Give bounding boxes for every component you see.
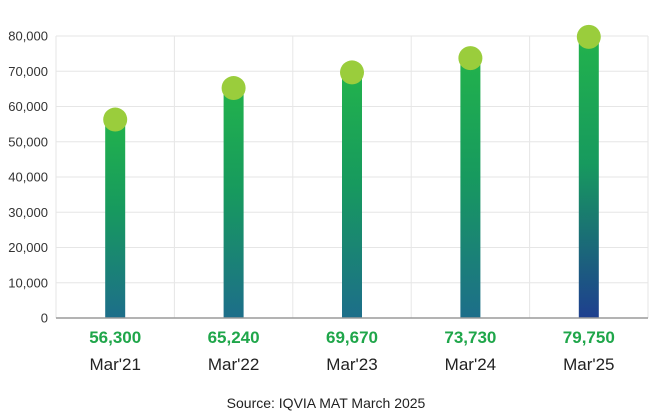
- bar: [460, 58, 481, 319]
- category-label: Mar'25: [563, 355, 614, 374]
- bar: [578, 36, 599, 318]
- bar: [223, 88, 244, 319]
- y-tick-label: 10,000: [8, 275, 48, 290]
- y-tick-label: 40,000: [8, 170, 48, 185]
- y-tick-label: 0: [41, 311, 48, 326]
- bar: [105, 119, 126, 318]
- y-tick-label: 30,000: [8, 205, 48, 220]
- value-label: 73,730: [444, 328, 496, 347]
- category-label: Mar'24: [445, 355, 496, 374]
- value-label: 79,750: [563, 328, 615, 347]
- y-tick-label: 50,000: [8, 134, 48, 149]
- bar: [342, 72, 362, 318]
- bars: [103, 24, 601, 319]
- source-note: Source: IQVIA MAT March 2025: [227, 395, 426, 411]
- value-label: 56,300: [89, 328, 141, 347]
- category-label: Mar'23: [326, 355, 377, 374]
- bar-marker: [103, 107, 128, 132]
- y-tick-label: 80,000: [8, 29, 48, 44]
- value-label: 65,240: [208, 328, 260, 347]
- value-label: 69,670: [326, 328, 378, 347]
- y-tick-label: 20,000: [8, 240, 48, 255]
- y-tick-label: 60,000: [8, 99, 48, 114]
- bar-marker: [340, 60, 364, 85]
- category-label: Mar'21: [89, 355, 140, 374]
- bar-marker: [221, 76, 246, 101]
- category-label: Mar'22: [208, 355, 259, 374]
- y-axis-ticks: 0 10,000 20,000 30,000 40,000 50,000 60,000 70,…: [8, 29, 48, 326]
- y-tick-label: 70,000: [8, 64, 48, 79]
- bar-marker: [576, 24, 601, 49]
- labels: 56,300 Mar'21 65,240 Mar'22 69,670 Mar'23 73,7…: [89, 328, 615, 374]
- bar-marker: [458, 46, 483, 71]
